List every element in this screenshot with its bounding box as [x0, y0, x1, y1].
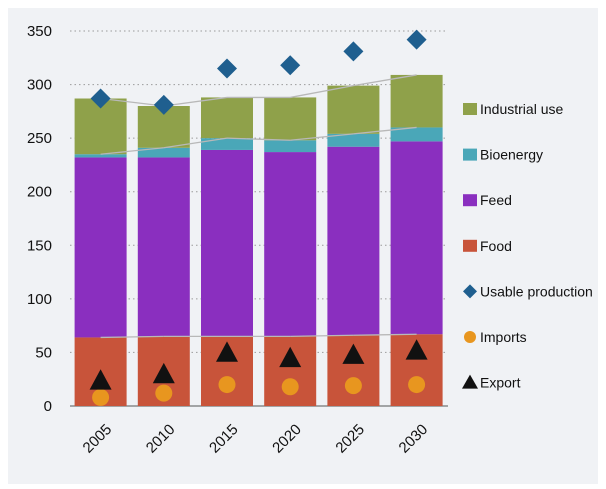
connector-industrial-use-3 — [290, 85, 354, 99]
bar-industrial-use-2030 — [390, 74, 443, 128]
legend-swatch — [463, 103, 477, 115]
legend-triangle-icon — [462, 374, 478, 389]
legend-diamond-icon — [463, 284, 477, 299]
legend-swatch — [463, 239, 477, 252]
bar-bioenergy-2020 — [264, 140, 317, 153]
connector-food-0 — [100, 335, 164, 339]
bar-bioenergy-2010 — [137, 147, 190, 158]
x-tick-label: 2020 — [269, 421, 305, 457]
marker-usable-production-2025 — [343, 41, 364, 62]
legend-item-industrial-use: Industrial use — [463, 101, 563, 117]
x-axis-ticks: 2005 2010 2015 2020 2025 2030 — [80, 421, 432, 457]
bar-industrial-use-2020 — [264, 97, 317, 141]
legend-swatch — [463, 194, 477, 207]
y-tick-label: 300 — [27, 77, 52, 94]
y-tick-label: 250 — [27, 130, 52, 147]
legend-item-usable-production: Usable production — [463, 283, 593, 299]
connector-bioenergy-2 — [226, 137, 291, 141]
connector-bioenergy-0 — [100, 147, 164, 155]
chart-panel: 0 50 100 150 200 250 300 350 2005 2010 2015 2020 20… — [8, 8, 598, 484]
marker-export-2010 — [152, 362, 175, 384]
x-tick-label: 2005 — [80, 421, 116, 457]
marker-usable-production-2010 — [153, 94, 174, 115]
bar-industrial-use-2015 — [201, 97, 253, 139]
legend-item-food: Food — [463, 238, 512, 254]
connector-industrial-use-4 — [353, 74, 417, 87]
marker-imports-2020 — [281, 378, 299, 396]
legend-item-bioenergy: Bioenergy — [463, 147, 543, 163]
markers — [89, 29, 428, 406]
y-tick-label: 150 — [27, 237, 52, 254]
y-tick-label: 200 — [27, 184, 52, 201]
y-tick-label: 0 — [44, 398, 52, 415]
marker-export-2005 — [89, 369, 112, 390]
y-tick-label: 350 — [27, 23, 52, 40]
y-tick-label: 100 — [27, 291, 52, 308]
marker-usable-production-2015 — [217, 58, 237, 79]
connector-bioenergy-4 — [353, 126, 417, 135]
legend-item-feed: Feed — [463, 192, 512, 208]
x-tick-label: 2030 — [396, 421, 432, 457]
marker-imports-2010 — [155, 384, 173, 402]
marker-imports-2005 — [92, 388, 110, 406]
bar-bioenergy-2030 — [390, 127, 443, 142]
legend-label: Bioenergy — [480, 147, 543, 163]
marker-export-2015 — [216, 341, 238, 362]
marker-usable-production-2005 — [90, 88, 111, 109]
connector-industrial-use-0 — [100, 97, 164, 107]
bar-bioenergy-2015 — [201, 138, 253, 150]
legend-swatch — [463, 148, 477, 161]
legend-label: Usable production — [480, 283, 593, 299]
marker-imports-2015 — [218, 376, 236, 394]
bar-feed-2020 — [264, 152, 317, 337]
connector-bioenergy-1 — [163, 137, 228, 149]
x-tick-label: 2010 — [143, 421, 179, 457]
legend-item-export: Export — [462, 374, 521, 391]
legend: Industrial use Bioenergy Feed Food Usable pr… — [462, 101, 593, 391]
marker-export-2020 — [279, 346, 302, 368]
x-tick-label: 2015 — [206, 421, 242, 457]
marker-usable-production-2020 — [280, 55, 301, 76]
legend-label: Export — [480, 375, 521, 391]
legend-label: Imports — [480, 329, 527, 345]
y-tick-label: 50 — [35, 344, 52, 361]
marker-imports-2030 — [408, 376, 426, 394]
marker-export-2025 — [342, 343, 365, 364]
marker-usable-production-2030 — [406, 29, 427, 50]
connector-bioenergy-3 — [290, 133, 354, 141]
gridlines — [70, 30, 448, 353]
x-tick-label: 2025 — [332, 421, 368, 457]
bar-industrial-use-2025 — [327, 85, 380, 134]
bar-feed-2025 — [327, 146, 380, 336]
legend-item-imports: Imports — [464, 329, 527, 345]
connector-food-3 — [290, 334, 354, 338]
stack-connector-lines — [100, 74, 417, 339]
bar-feed-2010 — [137, 157, 190, 337]
bar-bioenergy-2025 — [327, 133, 380, 147]
bar-feed-2015 — [201, 149, 253, 337]
legend-circle-icon — [464, 331, 476, 343]
bars — [74, 74, 443, 406]
bar-feed-2005 — [74, 157, 127, 338]
connector-food-4 — [353, 333, 417, 336]
marker-imports-2025 — [344, 377, 362, 395]
connector-industrial-use-1 — [163, 96, 228, 107]
bar-feed-2030 — [390, 141, 443, 335]
legend-label: Industrial use — [480, 101, 563, 117]
y-axis-ticks: 0 50 100 150 200 250 300 350 — [27, 23, 52, 415]
legend-label: Food — [480, 238, 512, 254]
legend-label: Feed — [480, 192, 512, 208]
marker-export-2030 — [405, 339, 428, 360]
bar-bioenergy-2005 — [74, 154, 127, 158]
